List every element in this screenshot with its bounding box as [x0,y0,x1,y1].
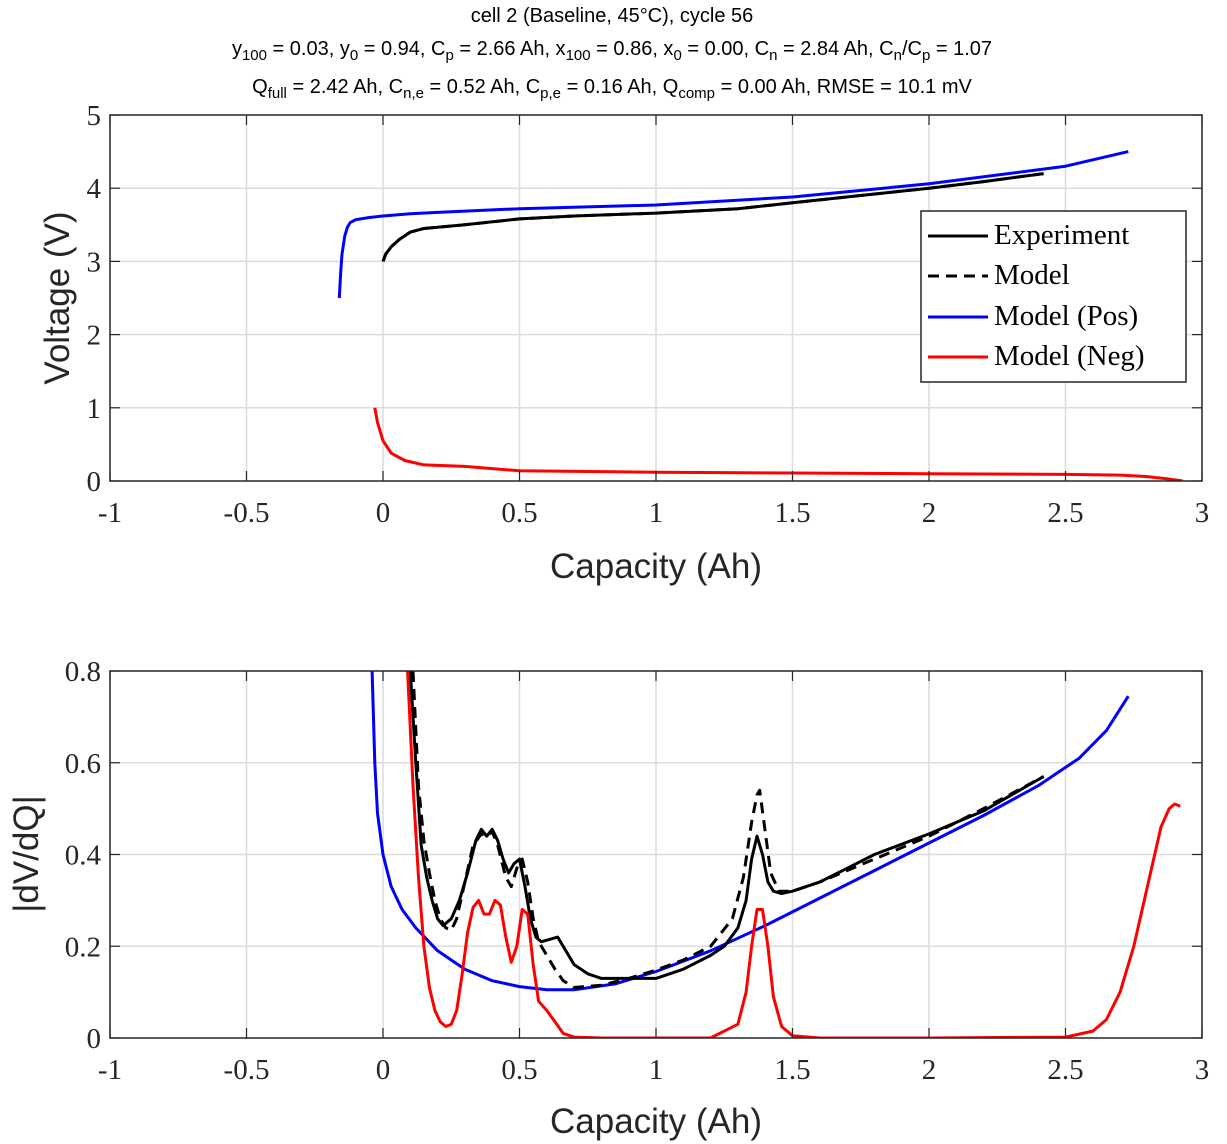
title-line2-part: p [445,47,453,64]
dvdq-y-tick-label: 0.4 [65,840,102,872]
title-line3-part: full [268,85,287,102]
voltage-x-tick-label: 1 [649,497,664,529]
title-line3-part: = 0.00 Ah, RMSE = 10.1 mV [715,76,972,98]
voltage-series-model-neg [373,407,1184,481]
title-line2-part: = 0.94, C [358,38,445,60]
voltage-y-axis-label: Voltage (V) [38,211,77,384]
dvdq-x-tick-label: 2.5 [1047,1054,1083,1086]
dvdq-x-axis-label: Capacity (Ah) [550,1102,762,1141]
dvdq-x-tick-label: 2 [922,1054,937,1086]
title-line2-part: p [922,47,930,64]
title-line2-part: = 0.86, x [591,38,674,60]
legend-label-model-pos: Model (Pos) [994,300,1138,332]
title-line3-part: = 2.42 Ah, C [287,76,403,98]
title-line2-part: = 2.84 Ah, C [777,38,893,60]
voltage-series-model [381,172,1044,262]
voltage-x-tick-label: 3 [1195,497,1210,529]
title-line2-part: = 1.07 [930,38,992,60]
dvdq-x-tick-label: 3 [1195,1054,1210,1086]
chart-title-line-1: cell 2 (Baseline, 45°C), cycle 56 [471,5,754,27]
dvdq-series-model-pos [370,671,1130,992]
dvdq-y-tick-label: 0.6 [65,748,101,780]
title-line3-part: n,e [403,85,424,102]
chart-title-line-2: y100 = 0.03, y0 = 0.94, Cp = 2.66 Ah, x1… [232,38,992,64]
dvdq-x-tick-label: -0.5 [224,1054,270,1086]
dvdq-x-tick-label: 1 [649,1054,664,1086]
voltage-x-tick-label: -1 [98,497,122,529]
dvdq-y-axis-label: |dV/dQ| [7,795,46,912]
title-line3-part: = 0.52 Ah, C [424,76,540,98]
voltage-x-tick-label: 2.5 [1047,497,1083,529]
title-line3-part: comp [678,85,715,102]
dvdq-series-model-neg [406,671,1181,1038]
title-line2-part: 0 [673,47,681,64]
title-line3-part: = 0.16 Ah, Q [561,76,678,98]
dvdq-x-tick-label: -1 [98,1054,122,1086]
title-line2-part: = 0.00, C [682,38,769,60]
voltage-y-tick-label: 4 [87,173,102,205]
voltage-x-tick-label: 1.5 [774,497,810,529]
title-line2-part: 100 [242,47,267,64]
title-line3-part: p,e [540,85,561,102]
voltage-y-tick-label: 5 [87,100,102,132]
chart-title-line-3: Qfull = 2.42 Ah, Cn,e = 0.52 Ah, Cp,e = … [252,76,972,102]
voltage-x-axis-label: Capacity (Ah) [550,547,762,586]
legend-box [920,210,1187,383]
dvdq-x-tick-label: 1.5 [774,1054,810,1086]
voltage-x-tick-label: 2 [922,497,937,529]
dvdq-x-tick-label: 0.5 [501,1054,537,1086]
voltage-series-model-pos [337,150,1129,299]
title-line2-part: y [232,38,242,60]
title-line2-part: /C [902,38,922,60]
title-line2-part: n [894,47,902,64]
title-line2-part: = 2.66 Ah, x [454,38,566,60]
voltage-y-tick-label: 3 [87,246,102,278]
legend-label-experiment: Experiment [994,219,1129,251]
dvdq-y-tick-label: 0.8 [65,656,101,688]
legend-label-model: Model [994,259,1070,291]
legend: Experiment Model Model (Pos) Model (Neg) [920,210,1187,383]
dvdq-series-model [411,671,1045,989]
voltage-x-tick-label: 0 [376,497,391,529]
title-line2-part: 100 [566,47,591,64]
voltage-x-tick-label: 0.5 [501,497,537,529]
voltage-y-tick-label: 1 [87,393,102,425]
dvdq-y-tick-label: 0.2 [65,931,101,963]
dvdq-x-tick-label: 0 [376,1054,391,1086]
voltage-x-tick-label: -0.5 [224,497,270,529]
legend-label-model-neg: Model (Neg) [994,340,1145,372]
title-line2-part: 0 [350,47,358,64]
title-line2-part: n [769,47,777,64]
dvdq-y-tick-label: 0 [87,1023,102,1055]
voltage-y-tick-label: 0 [87,466,102,498]
voltage-y-tick-label: 2 [87,320,102,352]
title-line2-part: = 0.03, y [267,38,350,60]
dvdq-panel: -1 -0.5 0 0.5 1 1.5 2 2.5 3 0 0.2 0.4 0.6 0.8 Capacit… [7,656,1209,1141]
title-line3-part: Q [252,76,268,98]
